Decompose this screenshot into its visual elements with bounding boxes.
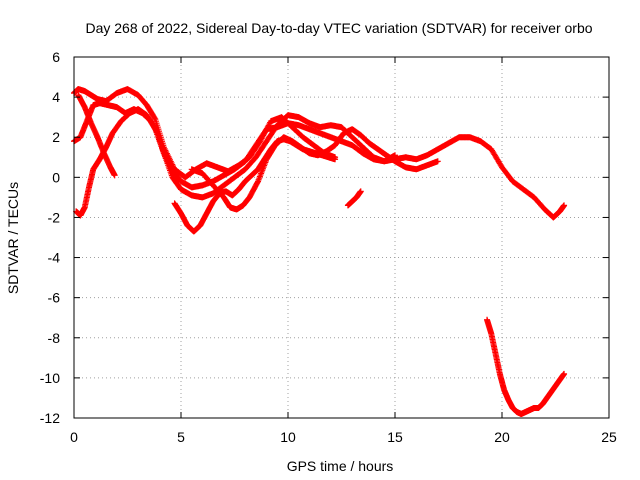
x-tick-label: 0 bbox=[70, 429, 78, 445]
y-tick-label: 4 bbox=[52, 89, 60, 105]
y-tick-label: -12 bbox=[40, 410, 60, 426]
x-tick-label: 25 bbox=[601, 429, 617, 445]
axis-ticks: 0 5 10 15 20 25 -12 -10 -8 -6 -4 -2 0 2 4 6 bbox=[40, 49, 617, 445]
y-tick-label: 0 bbox=[52, 169, 60, 185]
y-tick-label: -4 bbox=[48, 250, 61, 266]
y-tick-label: -2 bbox=[48, 209, 61, 225]
data-point bbox=[561, 202, 568, 209]
x-axis-title: GPS time / hours bbox=[287, 458, 394, 474]
data-point bbox=[151, 115, 158, 122]
x-tick-label: 5 bbox=[177, 429, 185, 445]
y-tick-label: 2 bbox=[52, 129, 60, 145]
data-point bbox=[357, 188, 364, 195]
data-points bbox=[71, 86, 568, 417]
series-track-7 bbox=[344, 188, 364, 209]
series-track-2 bbox=[71, 86, 339, 181]
x-tick-label: 15 bbox=[387, 429, 403, 445]
y-axis-title: SDTVAR / TECUs bbox=[5, 182, 21, 294]
y-tick-label: -10 bbox=[40, 370, 60, 386]
series-track-3 bbox=[75, 92, 118, 179]
series-track-8 bbox=[484, 316, 568, 417]
data-point bbox=[332, 156, 339, 163]
y-tick-label: -6 bbox=[48, 290, 61, 306]
series-track-4 bbox=[73, 106, 398, 219]
data-point bbox=[434, 158, 441, 165]
data-point bbox=[111, 172, 118, 179]
data-point bbox=[151, 125, 158, 132]
y-tick-label: -8 bbox=[48, 330, 61, 346]
chart-title: Day 268 of 2022, Sidereal Day-to-day VTE… bbox=[85, 20, 592, 36]
x-tick-label: 10 bbox=[280, 429, 296, 445]
data-point bbox=[561, 370, 568, 377]
y-tick-label: 6 bbox=[52, 49, 60, 65]
data-point bbox=[254, 179, 261, 186]
series-track-6 bbox=[188, 126, 441, 213]
plot-frame bbox=[73, 56, 610, 419]
data-point bbox=[392, 152, 398, 159]
x-tick-label: 20 bbox=[494, 429, 510, 445]
